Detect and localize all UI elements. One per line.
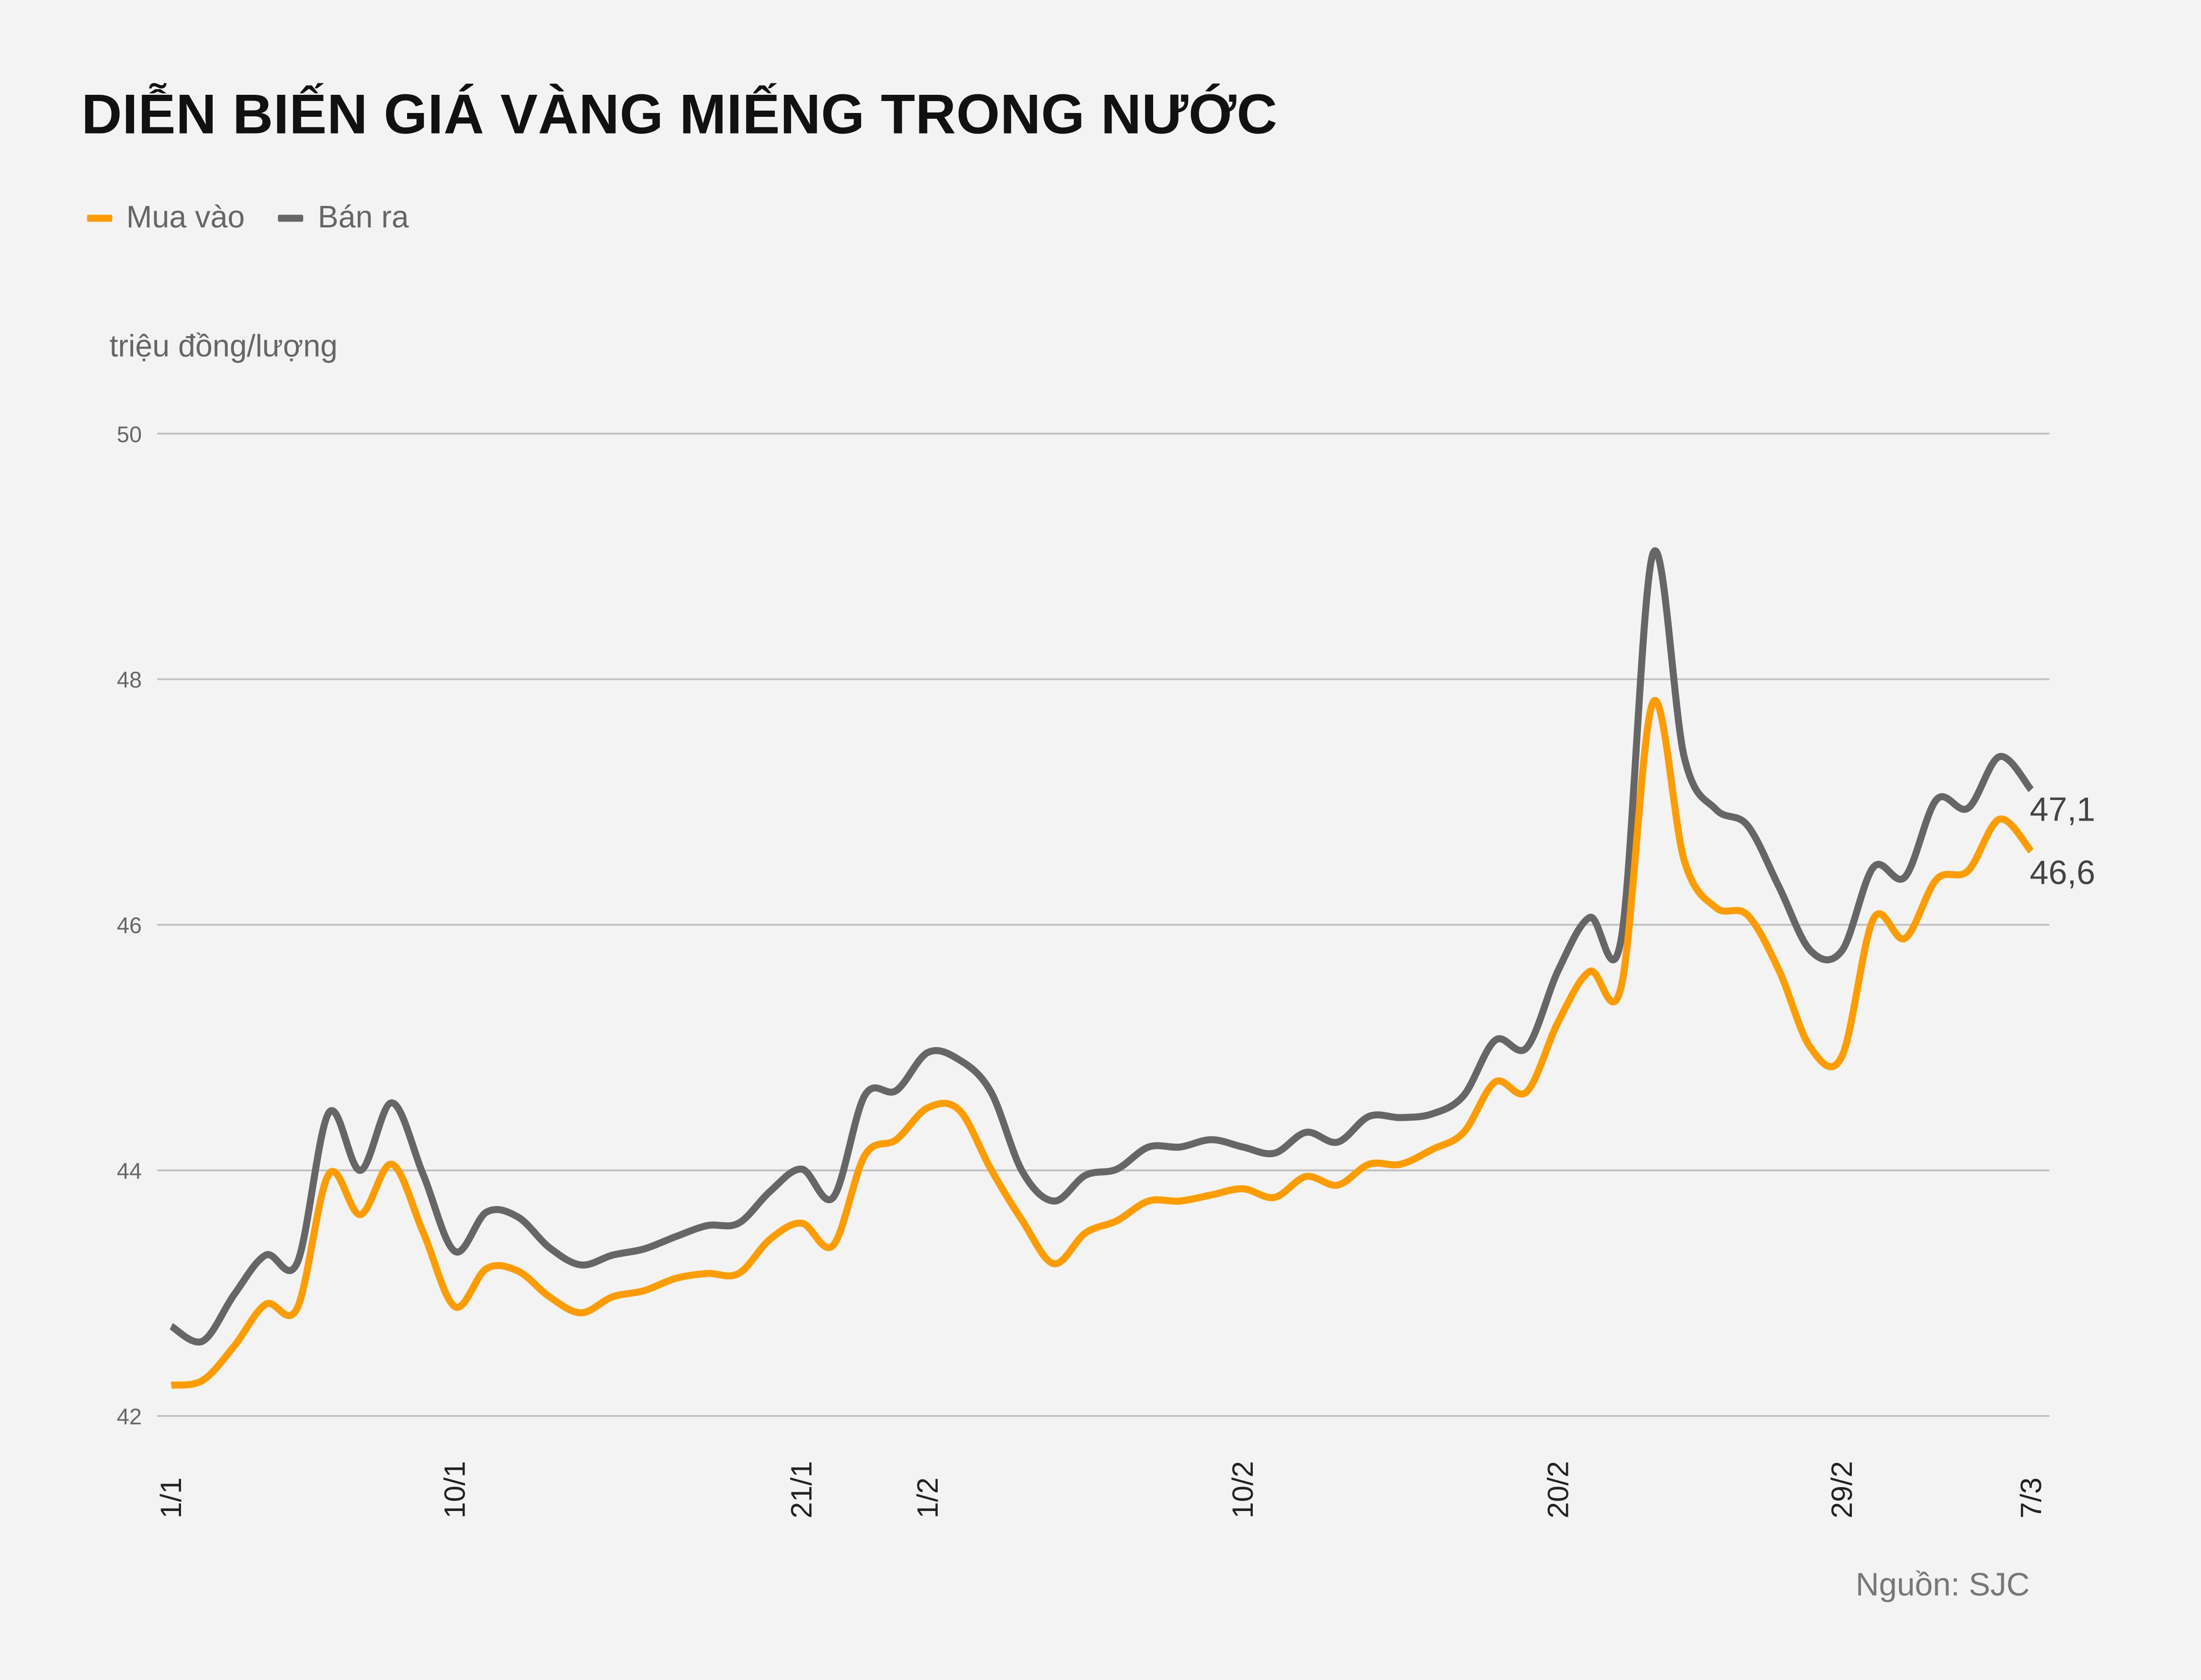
legend-label-mua-vao: Mua vào — [126, 199, 245, 235]
y-axis-unit-label: triệu đồng/lượng — [109, 328, 338, 364]
legend: Mua vào Bán ra — [87, 199, 409, 236]
legend-swatch-mua-vao — [87, 214, 113, 221]
series-line-ban-ra — [169, 547, 2034, 1346]
y-tick-label: 48 — [117, 667, 142, 692]
x-tick-label: 20/2 — [1542, 1461, 1575, 1519]
series-line-mua-vao — [170, 697, 2034, 1389]
legend-item-mua-vao: Mua vào — [87, 199, 245, 236]
x-tick-label: 10/1 — [439, 1461, 472, 1519]
legend-swatch-ban-ra — [278, 214, 304, 221]
end-label-mua-vao: 46,6 — [2030, 854, 2095, 891]
x-tick-label: 10/2 — [1226, 1461, 1259, 1519]
x-tick-label: 7/3 — [2015, 1477, 2048, 1519]
end-label-ban-ra: 47,1 — [2030, 790, 2095, 828]
chart-title: DIỄN BIẾN GIÁ VÀNG MIẾNG TRONG NƯỚC — [81, 84, 1278, 146]
source-note: Nguồn: SJC — [1855, 1566, 2030, 1603]
y-tick-label: 42 — [117, 1404, 142, 1429]
legend-item-ban-ra: Bán ra — [278, 199, 409, 236]
x-tick-label: 1/2 — [911, 1477, 944, 1519]
y-tick-label: 46 — [117, 913, 142, 938]
legend-label-ban-ra: Bán ra — [318, 199, 409, 235]
x-tick-label: 29/2 — [1826, 1461, 1859, 1519]
y-tick-label: 44 — [117, 1159, 142, 1184]
x-tick-label: 1/1 — [155, 1477, 188, 1519]
y-tick-label: 50 — [117, 422, 142, 447]
x-tick-label: 21/1 — [785, 1461, 818, 1519]
